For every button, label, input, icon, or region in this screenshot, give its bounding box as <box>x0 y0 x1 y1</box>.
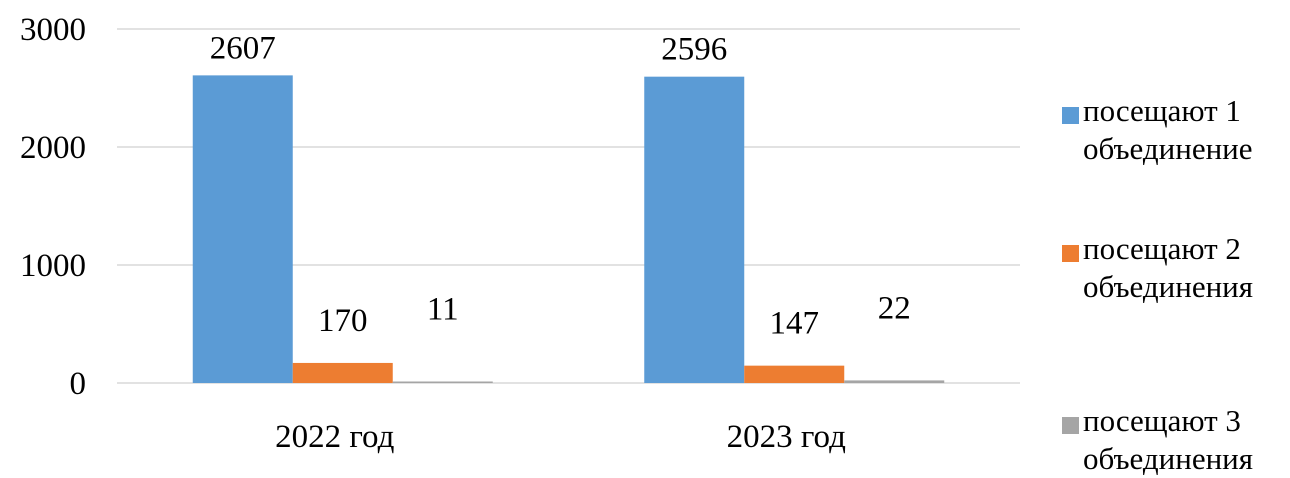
bar-series-1-1 <box>192 75 293 384</box>
legend-swatch-series-2 <box>1062 245 1079 262</box>
y-axis-tick-labels: 0 1000 2000 3000 <box>20 12 86 402</box>
x-tick-label: 2023 год <box>727 419 847 455</box>
legend-label-series-1: посещают 1 объединение <box>1083 93 1253 166</box>
data-label-series-1-1: 2607 <box>210 30 276 66</box>
legend-item-series-2: посещают 2 объединения <box>1062 230 1289 306</box>
x-axis-tick-labels: 2022 год 2023 год <box>275 419 846 455</box>
y-tick-label: 2000 <box>20 130 86 166</box>
data-label-series-2-1: 170 <box>318 303 368 339</box>
data-label-series-3-2: 22 <box>878 290 911 326</box>
data-label-series-3-1: 11 <box>427 292 459 328</box>
bar-series-3-1 <box>392 381 493 383</box>
legend-swatch-series-1 <box>1062 107 1079 124</box>
legend-item-series-1: посещают 1 объединение <box>1062 92 1289 168</box>
y-tick-label: 3000 <box>20 12 86 48</box>
legend: посещают 1 объединение посещают 2 объеди… <box>1062 0 1290 477</box>
bars <box>192 75 945 384</box>
bar-series-2-1 <box>292 362 393 383</box>
legend-item-series-3: посещают 3 объединения <box>1062 402 1289 478</box>
x-tick-label: 2022 год <box>275 419 395 455</box>
legend-label-series-3: посещают 3 объединения <box>1083 403 1254 476</box>
y-tick-label: 0 <box>70 366 87 402</box>
bar-series-3-2 <box>844 380 945 383</box>
bar-series-1-2 <box>644 76 745 383</box>
bar-series-2-2 <box>744 365 845 383</box>
data-label-series-2-2: 147 <box>770 306 820 342</box>
data-label-series-1-2: 2596 <box>661 32 727 68</box>
y-tick-label: 1000 <box>20 248 86 284</box>
data-labels: 2607 170 11 2596 147 22 <box>210 30 911 341</box>
legend-label-series-2: посещают 2 объединения <box>1083 231 1254 304</box>
legend-swatch-series-3 <box>1062 417 1079 434</box>
